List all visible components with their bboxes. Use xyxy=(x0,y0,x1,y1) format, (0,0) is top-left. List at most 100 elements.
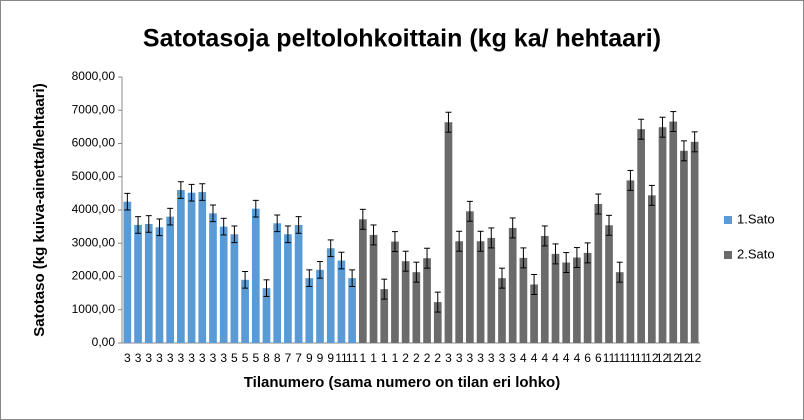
bar xyxy=(358,219,367,343)
error-bar xyxy=(563,252,570,274)
bar xyxy=(476,241,485,343)
error-bar xyxy=(295,216,302,234)
error-bar xyxy=(317,261,324,279)
x-tick-label: 11 xyxy=(603,351,616,365)
bar xyxy=(423,258,431,343)
x-tick-label: 7 xyxy=(285,351,292,365)
bar xyxy=(241,279,249,343)
bar xyxy=(508,227,517,343)
error-bar xyxy=(680,140,687,162)
y-tick-label: 5000,00 xyxy=(72,169,116,183)
error-bar xyxy=(509,217,516,239)
error-bar xyxy=(359,208,366,230)
error-bar xyxy=(220,217,227,236)
y-tick-label: 8000,00 xyxy=(72,69,116,83)
x-tick-label: 3 xyxy=(467,351,474,365)
error-bar xyxy=(327,239,334,258)
bar xyxy=(487,237,496,343)
error-bar xyxy=(402,250,409,272)
error-bar xyxy=(188,183,195,202)
bar xyxy=(187,192,196,343)
error-bar xyxy=(638,118,645,140)
x-tick-label: 9 xyxy=(306,351,313,365)
bar xyxy=(251,208,260,343)
error-bar xyxy=(370,224,377,246)
bar xyxy=(594,204,603,343)
y-tick-label: 4000,00 xyxy=(72,202,116,216)
error-bar xyxy=(520,247,527,269)
x-tick-label: 1 xyxy=(370,351,377,365)
bar xyxy=(391,241,399,343)
error-bar xyxy=(338,251,345,270)
error-bar xyxy=(498,267,505,289)
error-bar xyxy=(274,214,281,233)
chart-title: Satotasoja peltolohkoittain (kg ka/ heht… xyxy=(143,25,661,53)
x-tick-label: 3 xyxy=(499,351,506,365)
x-tick-label: 9 xyxy=(327,351,334,365)
x-tick-label: 5 xyxy=(231,351,238,365)
error-bar xyxy=(584,242,591,264)
error-bar xyxy=(199,183,206,201)
error-bar xyxy=(124,192,131,211)
error-bar xyxy=(424,247,431,269)
x-tick-label: 1 xyxy=(381,351,388,365)
x-tick-label: 11 xyxy=(635,351,648,365)
x-tick-label: 4 xyxy=(563,351,570,365)
x-tick-label: 11 xyxy=(346,351,359,365)
bar xyxy=(498,278,506,343)
error-bar xyxy=(381,278,388,300)
legend-label: 1.Sato xyxy=(737,211,775,226)
bar xyxy=(273,223,282,343)
x-tick-label: 4 xyxy=(574,351,581,365)
x-tick-label: 7 xyxy=(295,351,302,365)
x-tick-label: 3 xyxy=(178,351,185,365)
y-tick-label: 3000,00 xyxy=(72,235,116,249)
x-tick-label: 12 xyxy=(645,351,659,365)
bar xyxy=(284,234,292,343)
x-tick-label: 6 xyxy=(584,351,591,365)
error-bar xyxy=(306,269,313,287)
bar xyxy=(198,192,207,343)
bar xyxy=(316,269,324,343)
y-tick-label: 6000,00 xyxy=(72,136,116,150)
x-tick-label: 4 xyxy=(520,351,527,365)
y-tick-label: 7000,00 xyxy=(72,102,116,116)
bar xyxy=(455,241,464,343)
error-bar xyxy=(541,225,548,247)
bar xyxy=(615,272,624,343)
bar xyxy=(369,234,378,343)
x-tick-label: 1 xyxy=(392,351,399,365)
x-tick-label: 12 xyxy=(677,351,691,365)
y-tick-label: 1000,00 xyxy=(72,302,116,316)
error-bar xyxy=(445,111,452,133)
error-bar xyxy=(156,218,163,237)
bar xyxy=(134,224,142,343)
bar xyxy=(626,180,635,343)
bar xyxy=(294,224,303,343)
x-tick-label: 3 xyxy=(145,351,152,365)
legend-label: 2.Sato xyxy=(737,246,775,261)
x-tick-label: 3 xyxy=(477,351,484,365)
bar xyxy=(230,234,239,343)
x-tick-label: 3 xyxy=(199,351,206,365)
x-tick-label: 3 xyxy=(509,351,516,365)
x-tick-label: 4 xyxy=(531,351,538,365)
bar xyxy=(123,201,132,343)
x-tick-label: 2 xyxy=(424,351,431,365)
error-bar xyxy=(488,227,495,249)
x-tick-label: 3 xyxy=(456,351,463,365)
x-tick-label: 3 xyxy=(156,351,163,365)
x-tick-label: 12 xyxy=(688,351,702,365)
x-tick-label: 11 xyxy=(613,351,626,365)
x-tick-label: 5 xyxy=(252,351,259,365)
x-tick-label: 3 xyxy=(488,351,495,365)
x-tick-label: 3 xyxy=(220,351,227,365)
error-bar xyxy=(252,199,259,218)
error-bar xyxy=(616,261,623,283)
bar xyxy=(305,278,314,343)
bar xyxy=(144,223,153,343)
y-tick-label: 2000,00 xyxy=(72,269,116,283)
bar xyxy=(605,225,613,343)
error-bar xyxy=(627,169,634,191)
bar xyxy=(680,150,688,343)
